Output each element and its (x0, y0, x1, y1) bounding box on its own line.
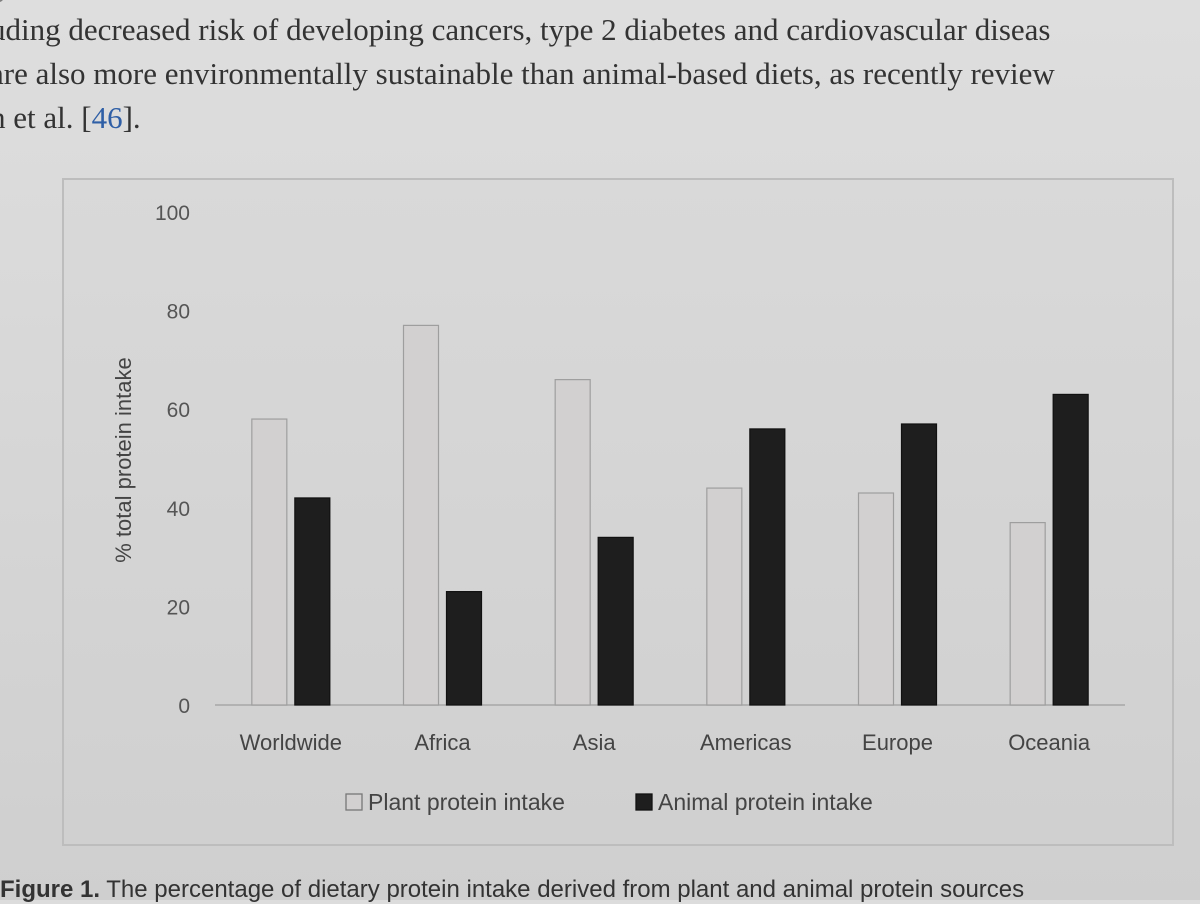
legend-label-animal: Animal protein intake (658, 789, 873, 815)
body-text-line-1: uding decreased risk of developing cance… (0, 12, 1051, 47)
y-tick-label: 80 (167, 301, 190, 324)
body-text-line-2: are also more environmentally sustainabl… (0, 56, 1055, 91)
plant-bar-americas (706, 487, 743, 706)
legend-swatch-animal (635, 793, 653, 811)
y-tick-label: 0 (178, 695, 190, 718)
y-tick-label: 100 (155, 202, 190, 225)
plant-bar-asia (554, 379, 591, 706)
bar-series (251, 324, 1089, 706)
figure-caption-text: The percentage of dietary protein intake… (106, 876, 1025, 903)
body-text-line-cut: p (0, 0, 6, 14)
body-text-line-3-post: ]. (122, 100, 141, 135)
y-tick-label: 60 (167, 399, 190, 422)
legend: Plant protein intake Animal protein intak… (345, 789, 873, 815)
y-tick-label: 20 (167, 596, 190, 619)
x-tick-label-europe: Europe (862, 730, 933, 755)
x-tick-label-oceania: Oceania (1008, 730, 1091, 755)
legend-swatch-plant (345, 793, 363, 811)
animal-bar-europe (900, 423, 938, 706)
plant-bar-worldwide (251, 418, 288, 706)
x-tick-label-asia: Asia (573, 730, 617, 755)
figure-caption-label: Figure 1. (0, 876, 101, 903)
plant-bar-europe (857, 492, 895, 706)
body-text-line-3: h et al. [46]. (0, 96, 141, 140)
y-axis-title: % total protein intake (111, 357, 136, 562)
plant-bar-africa (402, 324, 440, 706)
y-tick-label: 40 (167, 498, 190, 521)
figure-caption: Figure 1. The percentage of dietary prot… (0, 876, 1024, 904)
x-tick-label-worldwide: Worldwide (240, 730, 342, 755)
animal-bar-africa (445, 591, 483, 706)
figure-frame (62, 178, 1174, 846)
animal-bar-americas (749, 428, 786, 706)
animal-bar-asia (597, 536, 634, 706)
citation-link[interactable]: 46 (91, 100, 123, 135)
y-axis-ticks: 0 20 40 60 80 100 (155, 202, 190, 718)
animal-bar-oceania (1052, 393, 1089, 706)
x-tick-label-americas: Americas (700, 730, 792, 755)
legend-label-plant: Plant protein intake (368, 789, 565, 815)
x-tick-label-africa: Africa (414, 730, 471, 755)
x-axis-labels: Worldwide Africa Asia Americas Europe Oceania (240, 730, 1091, 755)
body-text-line-3-pre: h et al. [ (0, 100, 92, 135)
plant-bar-oceania (1009, 521, 1046, 706)
animal-bar-worldwide (294, 497, 331, 706)
